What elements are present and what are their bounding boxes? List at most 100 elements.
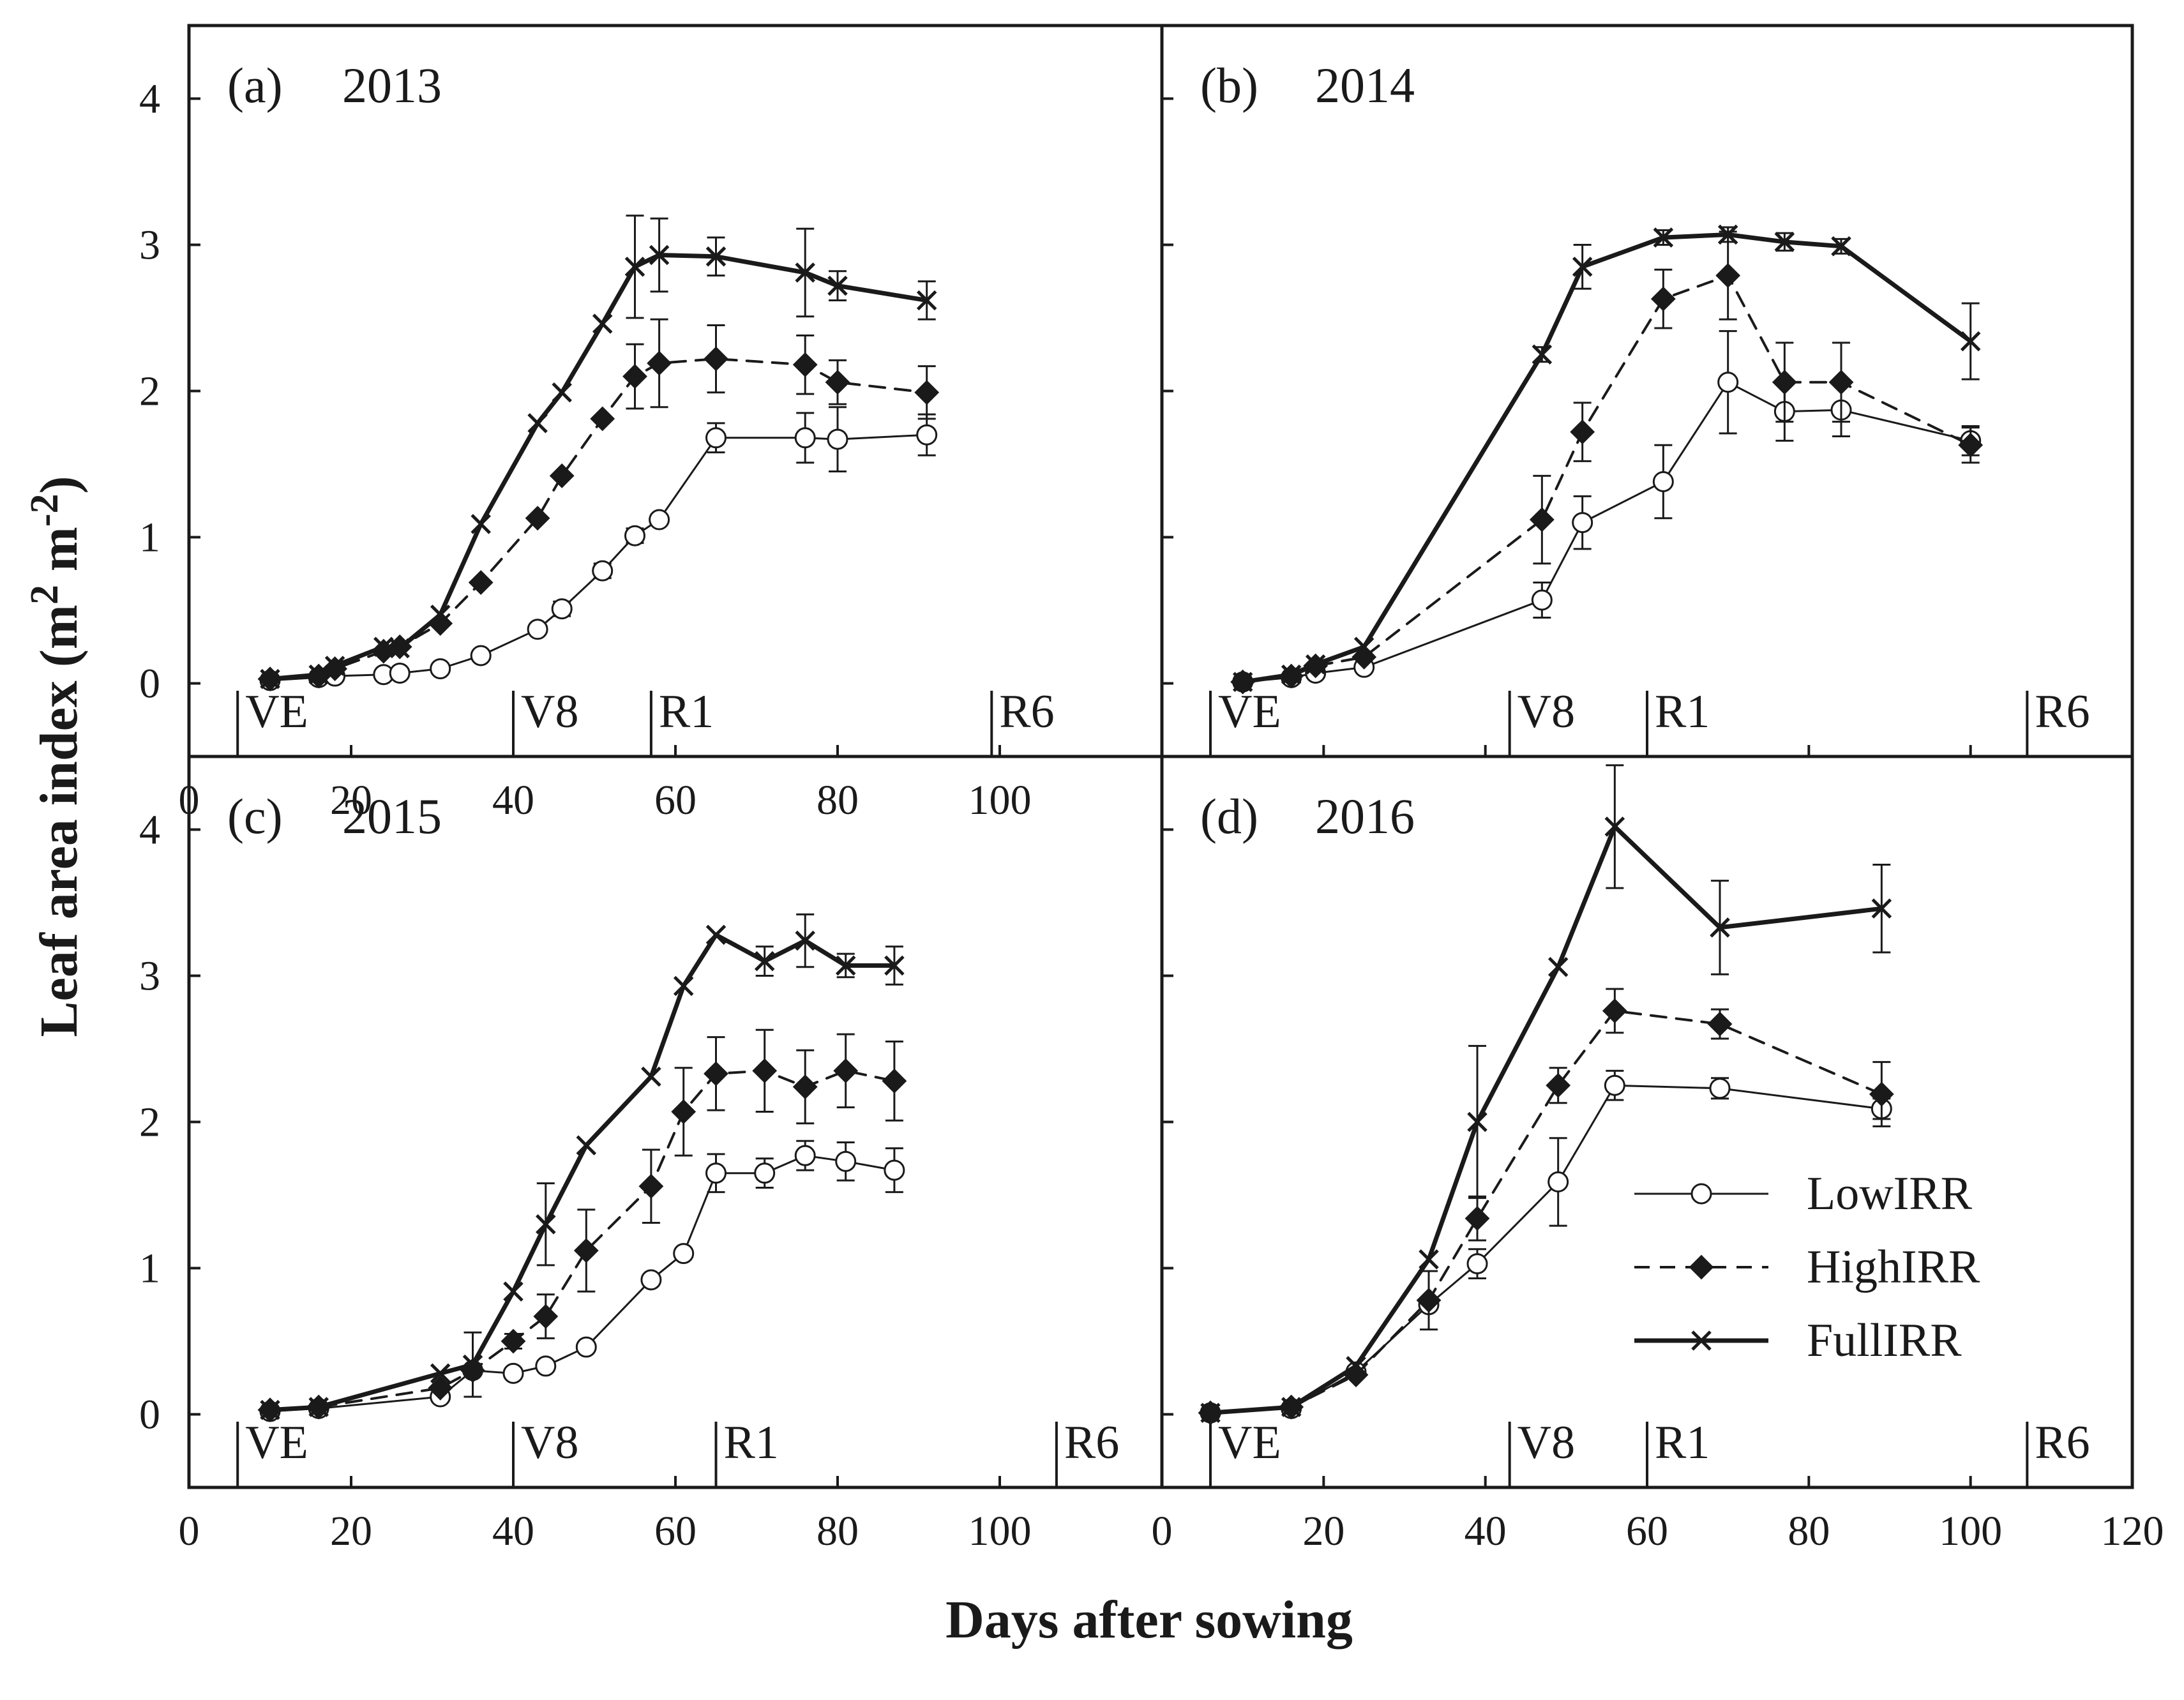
data-point xyxy=(624,525,645,546)
data-point xyxy=(260,668,280,689)
x-tick-label: 80 xyxy=(817,1508,859,1554)
data-point xyxy=(835,955,856,976)
series-line xyxy=(1209,1084,1883,1414)
data-point xyxy=(624,257,645,277)
x-marker-stroke xyxy=(1281,664,1302,685)
data-point xyxy=(1710,917,1730,938)
x-marker-stroke xyxy=(1467,1111,1487,1132)
x-marker-stroke xyxy=(1419,1249,1439,1270)
data-point xyxy=(1831,236,1851,257)
data-point xyxy=(835,1150,857,1172)
x-marker-stroke xyxy=(471,514,491,534)
data-point xyxy=(1353,636,1374,658)
panel-frame xyxy=(187,24,1164,758)
series-fullirr xyxy=(260,913,905,1420)
x-marker-stroke xyxy=(754,951,775,972)
series-line xyxy=(267,932,897,1413)
data-point xyxy=(1828,370,1854,395)
series-line xyxy=(1208,824,1884,1415)
x-marker-stroke xyxy=(641,1066,661,1087)
data-point xyxy=(638,1173,664,1199)
data-point xyxy=(649,244,670,266)
x-marker-stroke xyxy=(1346,1356,1366,1376)
x-marker-stroke xyxy=(503,1281,523,1302)
x-marker-stroke xyxy=(1691,1330,1712,1351)
series-line xyxy=(269,1069,896,1411)
panel-label: (d) xyxy=(1200,788,1258,844)
data-point xyxy=(527,619,548,640)
data-point xyxy=(527,413,548,433)
stage-label: R1 xyxy=(1655,1417,1710,1469)
y-axis-title-part: Leaf area index (m xyxy=(29,605,89,1037)
series-line xyxy=(1209,1009,1883,1415)
data-point xyxy=(1653,227,1674,248)
data-point xyxy=(1604,1074,1625,1096)
series-highirr xyxy=(1198,988,1894,1425)
x-tick-label: 100 xyxy=(968,1508,1032,1554)
data-point xyxy=(1717,372,1739,393)
data-point xyxy=(649,509,670,530)
data-point xyxy=(705,427,727,449)
stage-label: V8 xyxy=(521,1417,578,1469)
data-point xyxy=(1305,654,1326,675)
x-marker-stroke xyxy=(389,638,410,659)
data-point xyxy=(573,1238,599,1263)
data-point xyxy=(1691,1330,1712,1351)
x-marker-stroke xyxy=(592,313,613,334)
data-point xyxy=(1232,672,1253,692)
x-marker-stroke xyxy=(462,1354,483,1375)
data-point xyxy=(592,560,614,582)
data-point xyxy=(1200,1403,1221,1423)
series-highirr xyxy=(257,318,940,692)
x-tick-label: 40 xyxy=(492,1508,534,1554)
data-point xyxy=(549,463,575,488)
x-marker-stroke xyxy=(1200,1403,1221,1423)
data-point xyxy=(1529,507,1555,532)
data-point xyxy=(535,1355,557,1377)
x-marker-stroke xyxy=(430,1363,451,1384)
data-point xyxy=(470,645,492,666)
data-point xyxy=(825,370,850,395)
data-point xyxy=(792,352,818,377)
y-tick-label: 1 xyxy=(139,515,160,561)
data-point xyxy=(324,656,345,676)
stage-label: VE xyxy=(245,1417,308,1469)
x-tick-label: 60 xyxy=(654,1508,697,1554)
data-point xyxy=(1774,232,1795,252)
data-point xyxy=(373,636,394,658)
data-point xyxy=(1652,470,1674,492)
stage-label: V8 xyxy=(521,686,578,738)
y-tick-label: 4 xyxy=(139,76,160,123)
series-lowirr xyxy=(1200,1069,1892,1424)
series-lowirr xyxy=(259,406,938,691)
data-point xyxy=(502,1362,524,1384)
series-fullirr xyxy=(1200,764,1892,1423)
stage-label: V8 xyxy=(1518,1417,1575,1469)
data-point xyxy=(1604,816,1625,837)
data-point xyxy=(794,1145,816,1166)
data-point xyxy=(622,364,647,389)
x-marker-stroke xyxy=(1774,232,1795,252)
data-point xyxy=(260,1399,280,1420)
data-point xyxy=(705,1162,727,1184)
series-line xyxy=(1240,232,1973,684)
data-point xyxy=(827,275,848,296)
stage-label: VE xyxy=(1218,686,1281,738)
x-marker-stroke xyxy=(1831,236,1851,257)
legend: LowIRR HighIRR FullIRR xyxy=(1634,1168,1980,1367)
data-point xyxy=(673,1243,695,1265)
panel-year: 2016 xyxy=(1315,788,1415,844)
stage-label: VE xyxy=(245,686,308,738)
data-point xyxy=(704,346,728,372)
x-marker-stroke xyxy=(1532,344,1553,365)
data-point xyxy=(641,1066,661,1087)
y-tick-label: 3 xyxy=(139,222,160,269)
x-tick-label: 80 xyxy=(1788,1508,1830,1554)
legend-label: LowIRR xyxy=(1807,1168,1973,1220)
data-point xyxy=(916,290,937,311)
data-point xyxy=(752,1058,778,1083)
y-axis-title-part: m xyxy=(29,527,89,585)
x-marker-stroke xyxy=(673,975,694,997)
data-point xyxy=(1531,589,1553,611)
